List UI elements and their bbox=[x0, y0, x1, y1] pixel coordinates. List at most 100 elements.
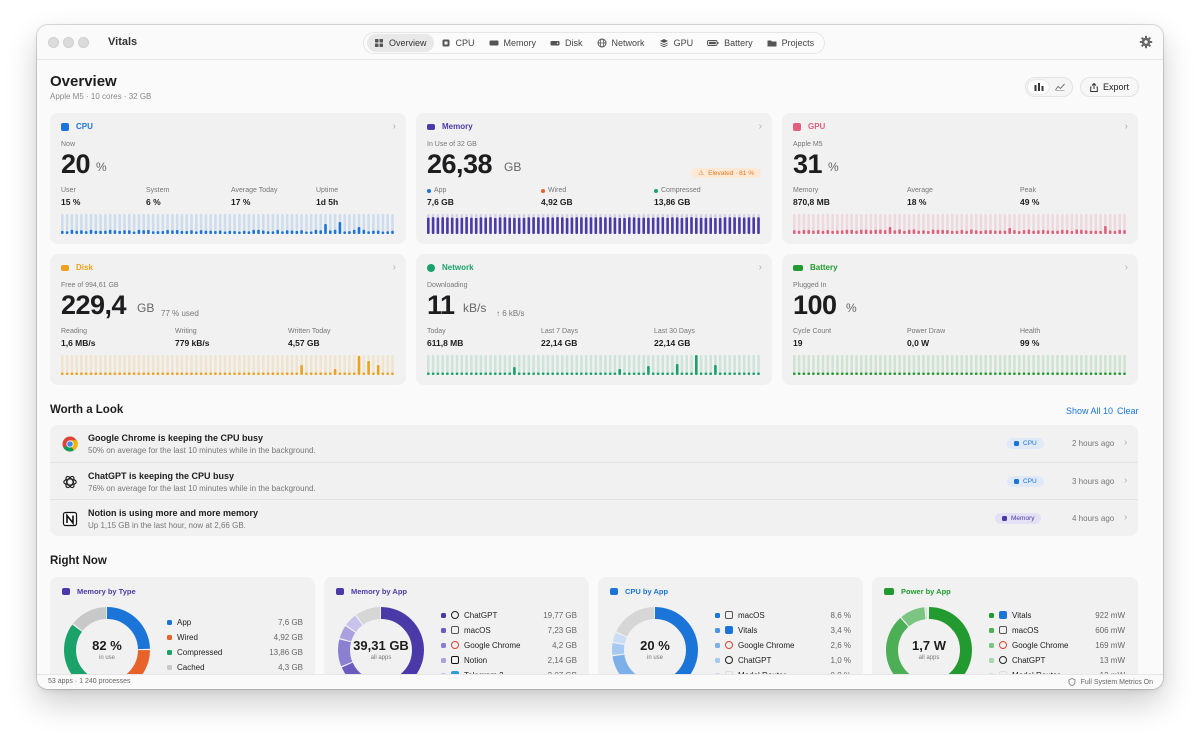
spark-bar bbox=[903, 230, 906, 234]
chevron-right-icon[interactable]: › bbox=[392, 262, 396, 273]
spark-track bbox=[812, 355, 815, 375]
legend-item[interactable]: Wired 4,92 GB bbox=[167, 630, 303, 644]
legend-item[interactable]: Google Chrome 169 mW bbox=[989, 638, 1125, 652]
spark-bar bbox=[104, 230, 107, 234]
spark-track bbox=[898, 355, 901, 375]
spark-bar bbox=[123, 230, 126, 234]
legend-item[interactable]: App 7,6 GB bbox=[167, 615, 303, 629]
legend-item[interactable]: Google Chrome 4,2 GB bbox=[441, 638, 577, 652]
spark-bar bbox=[352, 372, 356, 375]
spark-track bbox=[941, 214, 944, 234]
spark-bar bbox=[1061, 372, 1064, 375]
legend-item[interactable]: ChatGPT 13 mW bbox=[989, 653, 1125, 667]
spark-bar bbox=[262, 372, 265, 375]
spark-bar bbox=[247, 372, 251, 375]
cpu-by-app-card[interactable]: CPU by App 20 % in use macOS 8,6 % Vitals 3… bbox=[598, 577, 863, 689]
legend-label: Compressed bbox=[177, 647, 223, 657]
spark-bar bbox=[850, 229, 853, 234]
memory-by-type-card[interactable]: Memory by Type 82 % in use App 7,6 GB Wire… bbox=[50, 577, 315, 689]
spark-bar bbox=[314, 372, 318, 375]
export-button[interactable]: Export bbox=[1080, 77, 1139, 97]
spark-bar bbox=[599, 372, 602, 375]
legend-item[interactable]: macOS 8,6 % bbox=[715, 608, 851, 622]
legend-item[interactable]: Compressed 13,86 GB bbox=[167, 645, 303, 659]
gpu-card[interactable]: GPU › Apple M5 31 % Memory 870,8 MB Avera… bbox=[782, 113, 1138, 244]
spark-bar bbox=[685, 217, 688, 234]
spark-bar bbox=[864, 372, 868, 375]
gear-icon[interactable] bbox=[1139, 35, 1153, 49]
tab-gpu[interactable]: GPU bbox=[652, 34, 701, 52]
list-item[interactable]: Notion is using more and more memory Up … bbox=[50, 499, 1138, 536]
spark-bar bbox=[386, 231, 389, 234]
tab-battery[interactable]: Battery bbox=[700, 34, 760, 52]
spark-track bbox=[508, 355, 511, 375]
legend-item[interactable]: Google Chrome 2,6 % bbox=[715, 638, 851, 652]
spark-track bbox=[228, 214, 232, 234]
spark-bar bbox=[376, 365, 380, 375]
legend-item[interactable]: Vitals 3,4 % bbox=[715, 623, 851, 637]
clear-link[interactable]: Clear bbox=[1117, 406, 1139, 416]
cpu-card[interactable]: CPU › Now 20 % User 15 % System 6 % Averag… bbox=[50, 113, 406, 244]
spark-bar bbox=[199, 372, 203, 375]
legend-swatch bbox=[167, 634, 172, 640]
show-all-link[interactable]: Show All 10 bbox=[1066, 406, 1114, 416]
network-card[interactable]: Network › Downloading 11 kB/s ↑ 6 kB/s T… bbox=[416, 254, 772, 385]
spark-bar bbox=[1089, 230, 1093, 234]
tab-disk[interactable]: Disk bbox=[543, 34, 590, 52]
legend-item[interactable]: macOS 7,23 GB bbox=[441, 623, 577, 637]
tab-memory[interactable]: Memory bbox=[482, 34, 544, 52]
spark-bar bbox=[1123, 230, 1126, 234]
spark-track bbox=[362, 214, 366, 234]
tab-cpu[interactable]: CPU bbox=[434, 34, 482, 52]
chevron-right-icon[interactable]: › bbox=[1124, 121, 1128, 132]
spark-track bbox=[946, 214, 949, 234]
memory-card[interactable]: Memory › In Use of 32 GB 26,38 GB ⚠ Eleva… bbox=[416, 113, 772, 244]
spark-track bbox=[1099, 214, 1102, 234]
zoom-window-button[interactable] bbox=[78, 37, 89, 48]
legend-item[interactable]: ChatGPT 1,0 % bbox=[715, 653, 851, 667]
tab-network[interactable]: Network bbox=[590, 34, 652, 52]
disk-card[interactable]: Disk › Free of 994,61 GB 229,4 GB 77 % u… bbox=[50, 254, 406, 385]
chevron-right-icon[interactable]: › bbox=[392, 121, 396, 132]
spark-track bbox=[156, 355, 160, 375]
legend-item[interactable]: ChatGPT 19,77 GB bbox=[441, 608, 577, 622]
chevron-right-icon[interactable]: › bbox=[758, 262, 762, 273]
close-window-button[interactable] bbox=[48, 37, 59, 48]
spark-bar bbox=[175, 372, 179, 375]
chevron-right-icon[interactable]: › bbox=[758, 121, 762, 132]
legend-item[interactable]: Cached 4,3 GB bbox=[167, 660, 303, 674]
spark-bar bbox=[747, 372, 751, 375]
spark-bar bbox=[305, 231, 308, 234]
minimize-window-button[interactable] bbox=[63, 37, 74, 48]
spark-track bbox=[821, 214, 825, 234]
spark-bar bbox=[70, 229, 74, 234]
spark-bar bbox=[551, 372, 554, 375]
spark-track bbox=[807, 355, 810, 375]
tab-overview[interactable]: Overview bbox=[367, 34, 434, 52]
spark-track bbox=[1041, 214, 1045, 234]
spark-bar bbox=[989, 372, 992, 375]
legend-item[interactable]: macOS 606 mW bbox=[989, 623, 1125, 637]
legend-item[interactable]: Notion 2,14 GB bbox=[441, 653, 577, 667]
spark-track bbox=[1113, 214, 1117, 234]
network-stat-today: Today 611,8 MB bbox=[427, 328, 464, 348]
spark-track bbox=[242, 355, 246, 375]
list-item[interactable]: Google Chrome is keeping the CPU busy 50… bbox=[50, 425, 1138, 462]
line-view-button[interactable] bbox=[1049, 80, 1070, 94]
tab-projects[interactable]: Projects bbox=[760, 34, 822, 52]
legend-swatch bbox=[441, 627, 446, 633]
memory-by-app-card[interactable]: Memory by App 39,31 GB all apps ChatGPT 1… bbox=[324, 577, 589, 689]
spark-bar bbox=[75, 230, 78, 234]
spark-bar bbox=[589, 217, 593, 234]
spark-bar bbox=[1013, 230, 1016, 234]
battery-card[interactable]: Battery › Plugged In 100 % Cycle Count 19… bbox=[782, 254, 1138, 385]
chrome-icon bbox=[62, 436, 78, 452]
legend-item[interactable]: Vitals 922 mW bbox=[989, 608, 1125, 622]
spark-bar bbox=[575, 372, 578, 375]
legend-label: Cached bbox=[177, 662, 205, 672]
bar-view-button[interactable] bbox=[1028, 80, 1049, 94]
list-item[interactable]: ChatGPT is keeping the CPU busy 76% on a… bbox=[50, 462, 1138, 499]
chevron-right-icon[interactable]: › bbox=[1124, 262, 1128, 273]
power-by-app-card[interactable]: Power by App 1,7 W all apps Vitals 922 mW… bbox=[872, 577, 1138, 689]
spark-track bbox=[661, 355, 665, 375]
